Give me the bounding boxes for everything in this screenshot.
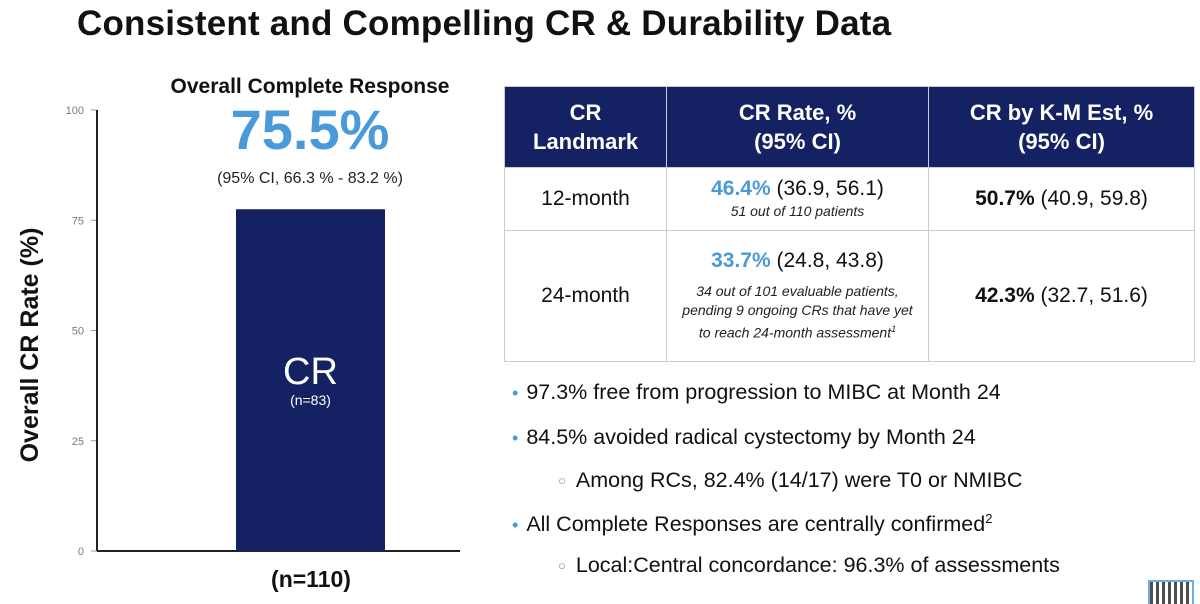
overall-cr-ci: (95% CI, 66.3 % - 83.2 %)	[217, 170, 403, 187]
list-item: ○ Among RCs, 82.4% (14/17) were T0 or NMI…	[558, 468, 1023, 492]
cr-bar-chart: Overall CR Rate (%) 0 25 50 75 100 CR(n=83)	[16, 105, 460, 558]
cr-rate-note: 34 out of 101 evaluable patients, pendin…	[682, 283, 913, 341]
km-cell: 42.3% (32.7, 51.6)	[928, 230, 1195, 362]
x-axis-label: (n=110)	[271, 566, 351, 592]
bar-label: CR	[283, 351, 338, 393]
footnote-ref: 2	[985, 511, 993, 526]
cr-rate-value: 33.7%	[711, 249, 771, 273]
list-item: • 97.3% free from progression to MIBC at …	[512, 380, 1001, 404]
cr-rate-note: 51 out of 110 patients	[730, 203, 865, 219]
y-tick-label: 0	[78, 546, 84, 558]
bullet-icon: •	[512, 515, 519, 536]
table-header-row: CR Landmark CR Rate, % (95% CI) CR by K-…	[504, 86, 1195, 168]
sub-bullet-icon: ○	[558, 558, 566, 573]
km-cell: 50.7% (40.9, 59.8)	[928, 167, 1195, 231]
km-value: 50.7%	[975, 187, 1035, 210]
landmark-cell: 24-month	[504, 230, 667, 362]
y-tick-label: 75	[72, 215, 84, 227]
cr-rate-cell: 33.7% (24.8, 43.8) 34 out of 101 evaluab…	[666, 230, 929, 362]
cr-rate-cell: 46.4% (36.9, 56.1) 51 out of 110 patient…	[666, 167, 929, 231]
bullet-icon: •	[512, 428, 519, 448]
cr-rate-ci: (24.8, 43.8)	[770, 249, 884, 273]
y-tick-label: 50	[72, 326, 84, 338]
header-cr-rate: CR Rate, % (95% CI)	[666, 86, 929, 168]
y-axis-title: Overall CR Rate (%)	[16, 228, 44, 463]
qr-code-icon	[1148, 580, 1194, 604]
cr-bar	[236, 209, 385, 551]
km-value: 42.3%	[975, 284, 1035, 307]
landmark-cell: 12-month	[504, 167, 667, 231]
bar-sublabel: (n=83)	[290, 392, 331, 408]
list-item: ○ Local:Central concordance: 96.3% of ass…	[558, 553, 1060, 577]
y-tick-label: 100	[66, 105, 84, 117]
cr-rate-value: 46.4%	[711, 177, 771, 200]
sub-bullet-icon: ○	[558, 473, 566, 488]
header-cr-landmark: CR Landmark	[504, 86, 667, 168]
list-item: • 84.5% avoided radical cystectomy by Mon…	[512, 425, 976, 449]
table-row: 12-month 46.4% (36.9, 56.1) 51 out of 11…	[504, 167, 1195, 231]
chart-heading: Overall Complete Response	[170, 75, 450, 98]
footnote-ref: 1	[891, 324, 897, 335]
page-title: Consistent and Compelling CR & Durabilit…	[77, 4, 892, 43]
list-item: • All Complete Responses are centrally co…	[512, 511, 993, 537]
cr-rate-ci: (36.9, 56.1)	[770, 177, 884, 200]
overall-cr-value: 75.5%	[230, 98, 390, 161]
cr-landmark-table: CR Landmark CR Rate, % (95% CI) CR by K-…	[504, 86, 1195, 362]
header-km-est: CR by K-M Est, % (95% CI)	[928, 86, 1195, 168]
table-row: 24-month 33.7% (24.8, 43.8) 34 out of 10…	[504, 230, 1195, 362]
km-ci: (32.7, 51.6)	[1034, 284, 1148, 307]
km-ci: (40.9, 59.8)	[1034, 187, 1148, 210]
bullet-icon: •	[512, 383, 519, 403]
y-tick-label: 25	[72, 436, 84, 448]
